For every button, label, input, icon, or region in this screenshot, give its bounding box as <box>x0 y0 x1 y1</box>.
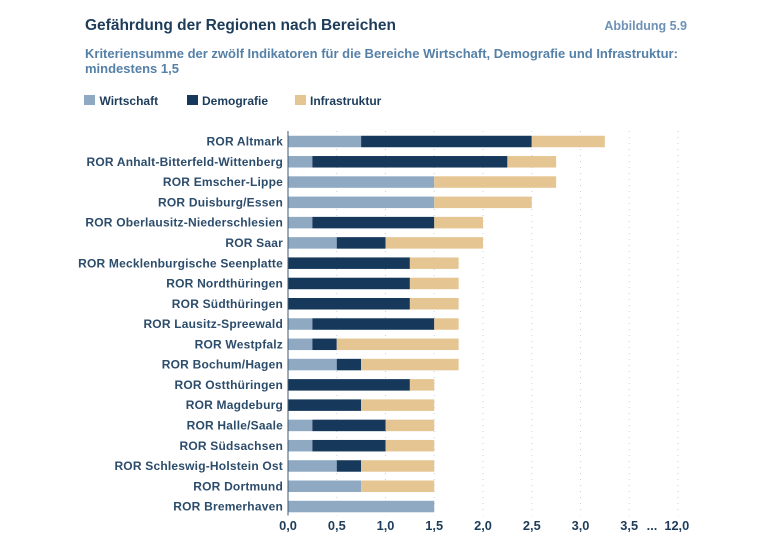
svg-text:1,0: 1,0 <box>377 518 395 533</box>
svg-text:ROR Duisburg/Essen: ROR Duisburg/Essen <box>158 195 283 209</box>
svg-text:ROR Mecklenburgische Seenplatt: ROR Mecklenburgische Seenplatte <box>78 256 283 270</box>
svg-text:ROR Oberlausitz-Niederschlesie: ROR Oberlausitz-Niederschlesien <box>85 216 283 230</box>
svg-text:0,5: 0,5 <box>328 518 346 533</box>
svg-text:2,5: 2,5 <box>523 518 541 533</box>
svg-text:ROR Emscher-Lippe: ROR Emscher-Lippe <box>163 175 283 189</box>
svg-text:ROR Magdeburg: ROR Magdeburg <box>186 398 283 412</box>
svg-text:ROR Lausitz-Spreewald: ROR Lausitz-Spreewald <box>143 317 283 331</box>
svg-text:ROR Bremerhaven: ROR Bremerhaven <box>173 500 283 514</box>
svg-text:ROR Nordthüringen: ROR Nordthüringen <box>166 277 283 291</box>
svg-text:ROR Ostthüringen: ROR Ostthüringen <box>174 378 283 392</box>
svg-text:3,5: 3,5 <box>620 518 638 533</box>
svg-text:ROR Bochum/Hagen: ROR Bochum/Hagen <box>162 358 283 372</box>
svg-text:0,0: 0,0 <box>279 518 297 533</box>
svg-text:ROR Anhalt-Bitterfeld-Wittenbe: ROR Anhalt-Bitterfeld-Wittenberg <box>86 155 283 169</box>
svg-text:ROR Saar: ROR Saar <box>225 236 283 250</box>
svg-text:ROR Südsachsen: ROR Südsachsen <box>180 439 284 453</box>
svg-text:12,0: 12,0 <box>664 518 689 533</box>
svg-text:3,0: 3,0 <box>572 518 590 533</box>
svg-text:1,5: 1,5 <box>425 518 443 533</box>
svg-text:ROR Südthüringen: ROR Südthüringen <box>172 297 283 311</box>
svg-text:ROR Dortmund: ROR Dortmund <box>193 479 283 493</box>
svg-text:ROR Halle/Saale: ROR Halle/Saale <box>187 419 284 433</box>
svg-text:ROR Schleswig-Holstein Ost: ROR Schleswig-Holstein Ost <box>114 459 283 473</box>
svg-text:2,0: 2,0 <box>474 518 492 533</box>
svg-text:...: ... <box>647 518 658 533</box>
svg-text:ROR Altmark: ROR Altmark <box>207 135 284 149</box>
svg-text:ROR Westpfalz: ROR Westpfalz <box>195 337 283 351</box>
